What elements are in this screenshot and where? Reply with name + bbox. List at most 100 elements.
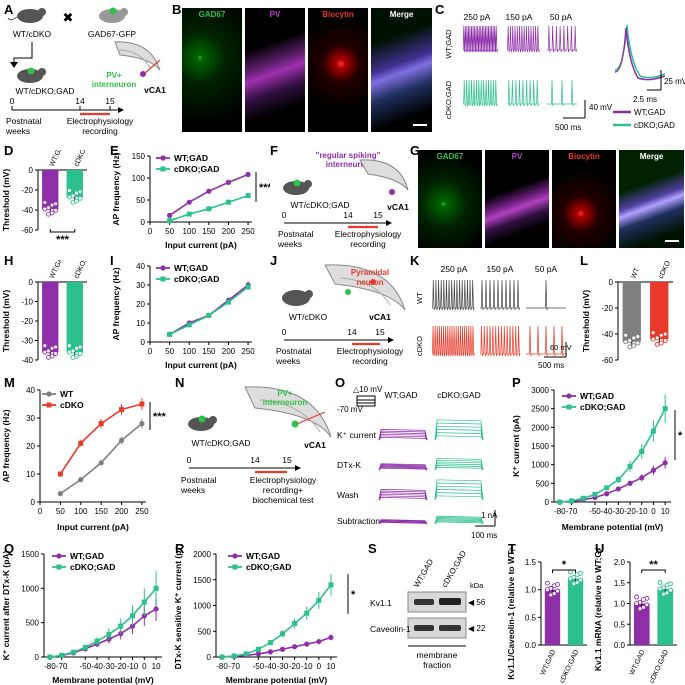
data-point	[580, 495, 586, 501]
panel-letter-E: E	[110, 143, 119, 158]
data-dot	[70, 354, 76, 360]
legend-marker	[46, 391, 52, 397]
data-point	[78, 440, 84, 446]
scalebar-ms: 100 ms	[471, 531, 497, 540]
hippocampus-slice-icon	[114, 41, 161, 77]
data-dot	[661, 591, 666, 597]
x-axis-label: Input current (pA)	[57, 522, 129, 532]
micro-label-merge: Merge	[639, 152, 664, 161]
x-tick-label: 250	[135, 507, 149, 516]
category-label: cDKO;GAD	[73, 260, 94, 280]
weeks-label: weeks	[277, 239, 302, 249]
panel-e-chart: 0 50 100 150 0 50 100 150 200 250 Input current (p…	[111, 152, 270, 250]
category-label: WT;GAD	[539, 649, 557, 677]
timeline-tick-14: 14	[75, 96, 85, 106]
x-tick-label: 0	[148, 347, 153, 356]
significance-stars: ***	[56, 234, 70, 246]
micrograph-biocytin: Biocytin	[552, 150, 616, 248]
panel-k-traces: 250 pA 150 pA 50 pA WT cDKO 60 mV 500 ms	[415, 264, 572, 370]
legend-marker	[56, 564, 62, 570]
legend-marker	[160, 265, 166, 271]
row-label-cdko-gad: cDKO;GAD	[444, 80, 453, 119]
current-trace	[434, 463, 484, 471]
kda-marker-22: ◀ 22	[468, 624, 486, 633]
y-tick-label: 150	[132, 152, 146, 161]
vca1-label: vCA1	[387, 202, 409, 212]
category-label: WT	[630, 266, 641, 279]
micrograph-merge: Merge	[371, 8, 432, 132]
data-dot	[66, 188, 72, 193]
significance-bracket	[641, 569, 666, 573]
micrograph-merge: Merge	[619, 150, 684, 248]
x-tick-label: -70	[56, 662, 68, 671]
pv-label: PV+	[277, 389, 293, 398]
data-point	[118, 623, 124, 629]
y-tick-label: -10	[21, 298, 33, 307]
recording-plus-label: recording+	[263, 485, 303, 495]
panel-letter-K: K	[410, 253, 420, 268]
weeks-label: weeks	[180, 485, 205, 495]
data-point	[153, 585, 159, 591]
trace-cdko-50	[547, 79, 577, 107]
trace-wt-250	[432, 279, 475, 311]
postnatal-label: Postnatal	[278, 229, 314, 239]
data-dot	[66, 349, 72, 355]
data-point	[604, 491, 610, 497]
y-tick-label: 0	[31, 498, 36, 507]
scalebar-ms: 500 ms	[538, 361, 564, 370]
data-point	[639, 475, 645, 481]
data-dot	[664, 582, 670, 588]
x-tick-label: -30	[277, 662, 289, 671]
data-point	[153, 606, 159, 612]
mouse-label-wt-cdko-gad: WT/cDKO;GAD	[15, 86, 74, 96]
data-dot	[662, 331, 668, 337]
panel-letter-T: T	[508, 541, 516, 556]
kv11-band-cdko	[439, 598, 461, 605]
y-tick-label: 0	[29, 278, 34, 287]
data-point	[119, 407, 125, 413]
x-tick-label: 150	[94, 507, 108, 516]
data-dot	[49, 202, 55, 208]
micrograph-biocytin: Biocytin	[308, 8, 368, 132]
tick-15: 15	[375, 327, 385, 337]
mouse-icon	[188, 415, 217, 431]
data-point	[59, 652, 65, 658]
bar	[650, 282, 669, 340]
x-tick-label: 250	[241, 227, 255, 236]
current-trace	[378, 490, 428, 501]
vca1-label: vCA1	[304, 440, 326, 450]
data-dot	[654, 341, 660, 347]
row-label-wash: Wash	[337, 490, 359, 500]
legend-label: WT	[60, 389, 74, 399]
data-point	[71, 649, 76, 655]
x-axis-label: Input current (pA)	[165, 240, 237, 250]
bar	[567, 578, 584, 645]
data-dot	[658, 332, 664, 338]
postnatal-label: Postnatal	[6, 116, 42, 126]
y-axis-label: Threshold (mV)	[581, 290, 591, 353]
panel-letter-P: P	[512, 375, 521, 390]
current-trace	[434, 429, 484, 441]
data-point	[106, 631, 112, 637]
panel-b-micrographs: GAD67 PV Biocytin Merge	[182, 8, 432, 132]
pv-interneuron-label: interneuron	[92, 80, 137, 89]
data-point	[231, 653, 237, 659]
panel-letter-C: C	[435, 2, 445, 17]
y-tick-label: -40	[21, 206, 33, 215]
data-dot	[66, 343, 72, 349]
ephys-label: Electrophysiology	[337, 346, 404, 356]
y-tick-label: 30	[136, 281, 145, 290]
panel-letter-R: R	[175, 541, 185, 556]
panel-l-chart: 0 -20 -40 -60 Threshold (mV) WT cDKO	[581, 260, 673, 365]
voltage-step-icon	[356, 395, 376, 407]
data-point	[328, 582, 334, 588]
data-point	[225, 199, 231, 205]
category-label: WT;GAD	[629, 649, 647, 677]
current-trace	[434, 435, 484, 441]
legend-label: WT;GAD	[580, 391, 614, 401]
data-dot	[654, 335, 660, 341]
legend-label: cDKO;GAD	[174, 274, 219, 284]
x-tick-label: 50	[165, 347, 174, 356]
data-point	[604, 485, 610, 491]
legend-label: cDKO;GAD	[174, 164, 219, 174]
